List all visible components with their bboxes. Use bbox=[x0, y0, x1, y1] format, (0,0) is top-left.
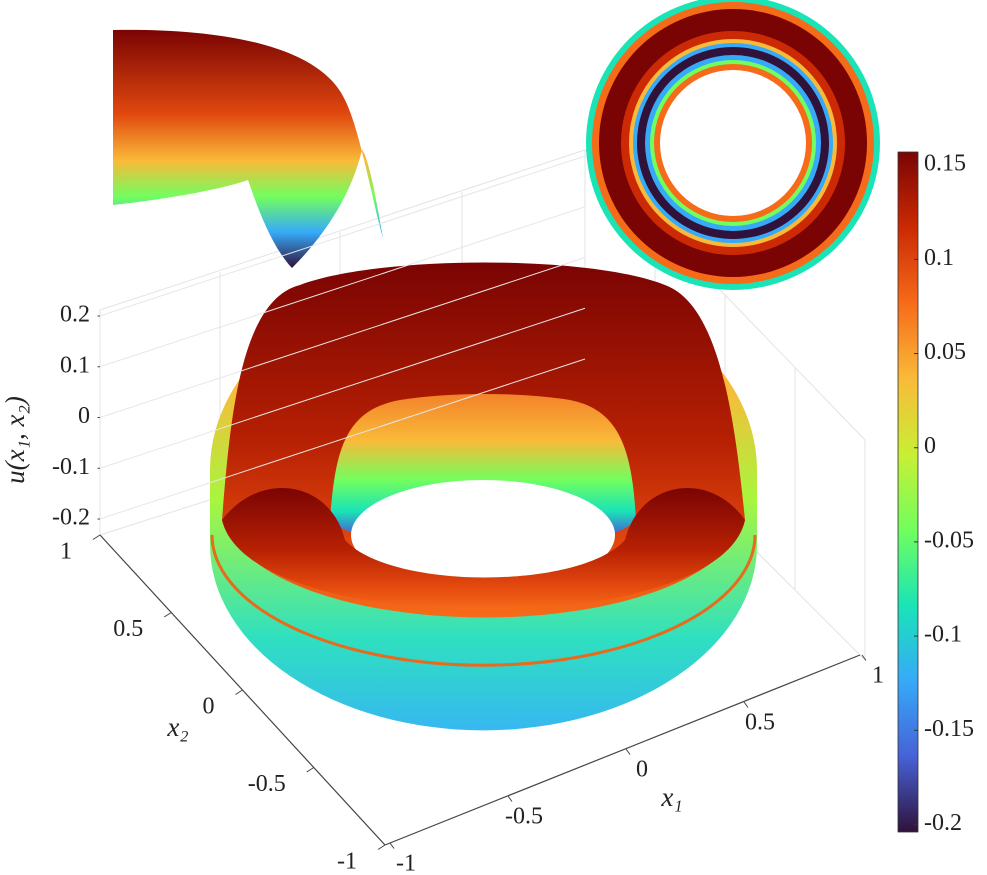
y-tick bbox=[163, 612, 172, 618]
x-tick bbox=[861, 654, 867, 661]
y-tick bbox=[377, 844, 386, 850]
x-tick-label: 0.5 bbox=[745, 710, 775, 736]
colorbar-tick-label: -0.2 bbox=[924, 810, 962, 836]
hole bbox=[351, 480, 615, 590]
inset-top-view bbox=[586, 0, 880, 290]
y-tick-label: 1 bbox=[60, 539, 72, 565]
colorbar-tick-label: 0.1 bbox=[924, 245, 954, 271]
grid-line bbox=[99, 206, 586, 368]
x-tick bbox=[389, 842, 395, 849]
grid-line bbox=[99, 257, 586, 418]
z-tick-label: 0.1 bbox=[60, 352, 90, 378]
inset-slice bbox=[113, 29, 383, 268]
surface bbox=[210, 262, 757, 731]
grid-line bbox=[99, 307, 586, 469]
y-axis-label: x₂ bbox=[166, 712, 188, 742]
colorbar-tick-label: -0.1 bbox=[924, 622, 962, 648]
x-axis bbox=[384, 654, 861, 846]
colorbar-tick-label: 0.05 bbox=[924, 339, 966, 365]
z-tick-label: 0.2 bbox=[60, 302, 90, 328]
colorbar-tick-label: -0.05 bbox=[924, 527, 974, 553]
x-tick-label: 1 bbox=[872, 663, 884, 689]
x-tick-label: -1 bbox=[396, 851, 416, 875]
x-tick bbox=[507, 795, 513, 802]
y-tick-label: -1 bbox=[337, 849, 357, 875]
grid-line bbox=[99, 358, 586, 520]
x-tick-label: 0 bbox=[636, 757, 648, 783]
colorbar bbox=[897, 151, 919, 833]
ridge-front bbox=[222, 487, 745, 610]
z-tick-label: -0.2 bbox=[52, 505, 90, 531]
x-tick bbox=[743, 701, 749, 708]
colorbar-tick-label: -0.15 bbox=[924, 716, 974, 742]
x-tick bbox=[625, 748, 631, 755]
y-tick bbox=[92, 534, 101, 540]
y-tick bbox=[235, 689, 243, 695]
y-tick-label: 0 bbox=[203, 694, 215, 720]
x-tick-label: -0.5 bbox=[505, 804, 543, 830]
z-tick-label: 0 bbox=[78, 403, 90, 429]
y-tick-label: 0.5 bbox=[113, 616, 143, 642]
z-tick-label: -0.1 bbox=[52, 454, 90, 480]
grid-line bbox=[99, 155, 586, 317]
x-axis-label: x₁ bbox=[660, 782, 682, 812]
colorbar-tick-label: 0.15 bbox=[924, 151, 966, 177]
y-tick-label: -0.5 bbox=[248, 771, 286, 797]
y-tick bbox=[306, 767, 315, 773]
colorbar-tick-label: 0 bbox=[924, 433, 936, 459]
outer-ridge-line bbox=[210, 534, 757, 667]
z-axis-label: u(x₁, x₂) bbox=[0, 396, 30, 484]
